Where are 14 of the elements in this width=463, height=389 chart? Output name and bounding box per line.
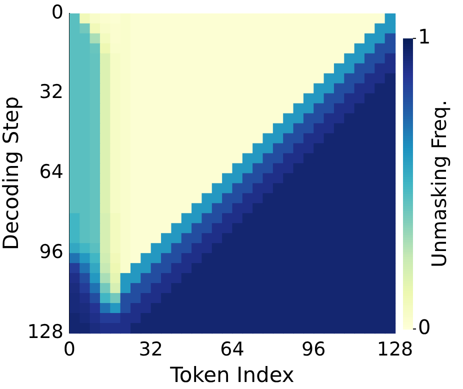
color-bar-title: Unmasking Freq.: [427, 100, 452, 268]
y-tick-label: 0: [51, 1, 64, 24]
y-tick-label: 128: [27, 320, 64, 343]
y-axis-title: Decoding Step: [0, 96, 24, 250]
y-tick-label: 64: [39, 161, 64, 184]
y-tick-label: 96: [39, 241, 64, 264]
x-tick-label: 32: [138, 338, 163, 360]
x-tick-label: 128: [376, 338, 414, 360]
y-tick-label: 32: [39, 81, 64, 104]
x-tick-label: 96: [302, 338, 326, 360]
color-bar-label: 1: [418, 24, 431, 49]
x-tick-label: 64: [220, 338, 244, 360]
color-bar-label: 0: [418, 315, 431, 340]
x-axis-title: Token Index: [169, 362, 294, 387]
